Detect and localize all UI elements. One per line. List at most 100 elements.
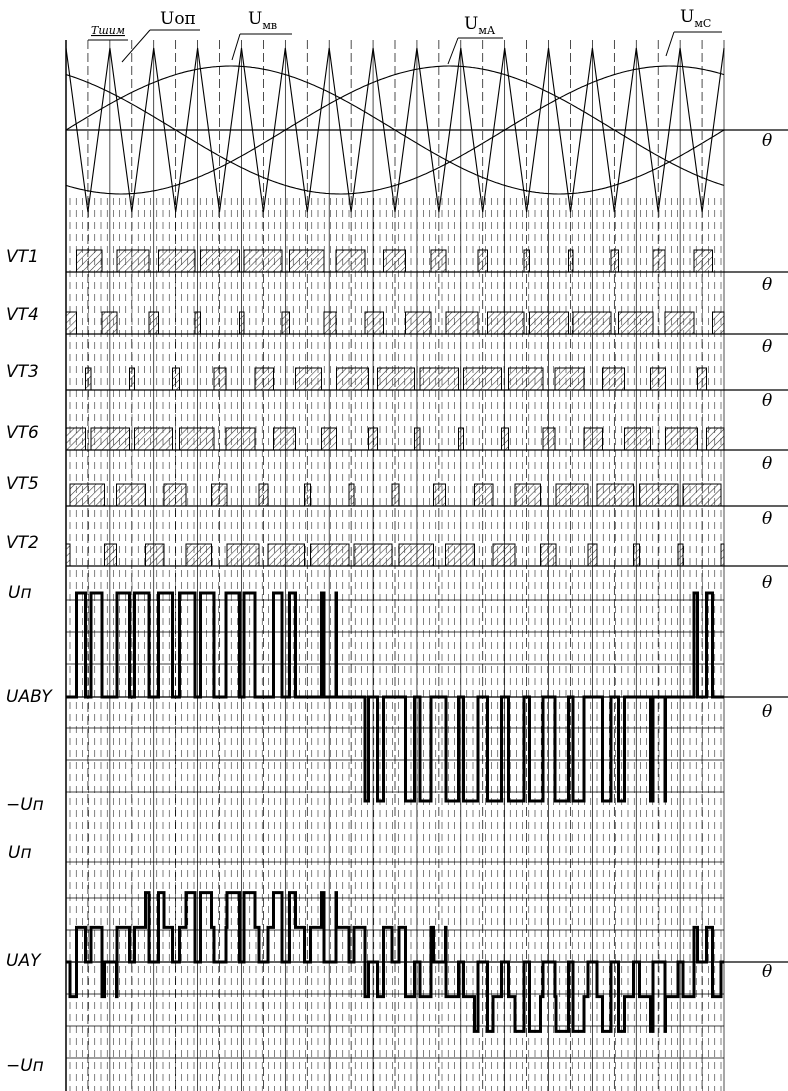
theta-label-1: θ [762, 131, 772, 151]
switch-pulse-rows [65, 249, 725, 567]
switch-pulse [555, 483, 589, 507]
switch-pulse [706, 427, 725, 451]
switch-pulse [492, 543, 516, 567]
theta-label-3: θ [762, 337, 772, 357]
switch-pulse [225, 427, 256, 451]
switch-pulse [254, 367, 274, 391]
vt5-label: VT5 [6, 474, 39, 494]
theta-label-9: θ [762, 962, 772, 982]
theta-label-2: θ [762, 275, 772, 295]
switch-pulse [697, 367, 707, 391]
uab-neg-label: −Uп [6, 795, 44, 815]
switch-pulse [445, 311, 479, 335]
switch-pulse [179, 427, 215, 451]
switch-pulse [213, 367, 227, 391]
switch-pulse [618, 311, 654, 335]
switch-pulse [542, 427, 556, 451]
switch-pulse [239, 311, 245, 335]
switch-pulse [101, 311, 118, 335]
top-annotations: Тшим Uоп Uмв UмА UмС [88, 7, 722, 65]
theta-label-4: θ [762, 391, 772, 411]
switch-pulse [65, 311, 77, 335]
switch-pulse [348, 483, 355, 507]
switch-pulse [211, 483, 228, 507]
switch-pulse [377, 367, 415, 391]
switch-pulse [364, 311, 384, 335]
switch-pulse [185, 543, 212, 567]
switch-pulse [414, 427, 421, 451]
ua-pos-label: Uп [8, 843, 32, 863]
theta-label-7: θ [762, 573, 772, 593]
switch-pulse [310, 543, 350, 567]
switch-pulse [336, 367, 369, 391]
switch-pulse [514, 483, 541, 507]
switch-pulse [596, 483, 634, 507]
switch-pulse [69, 483, 105, 507]
vt2-label: VT2 [6, 533, 39, 553]
switch-pulse [289, 249, 325, 273]
switch-pulse [677, 543, 684, 567]
switch-pulse [129, 367, 135, 391]
switch-pulse [650, 367, 666, 391]
switch-pulse [76, 249, 103, 273]
switch-pulse [383, 249, 406, 273]
switch-pulse [463, 367, 502, 391]
switch-pulse [304, 483, 311, 507]
switch-pulse [226, 543, 260, 567]
switch-pulse [295, 367, 322, 391]
switch-pulse [624, 427, 651, 451]
switch-pulse [602, 367, 625, 391]
mod-b-label: Uмв [248, 9, 277, 32]
switch-pulse [430, 249, 447, 273]
switch-pulse [712, 311, 725, 335]
switch-pulse [145, 543, 165, 567]
switch-pulse [116, 483, 146, 507]
switch-pulse [665, 427, 698, 451]
switch-pulse [508, 367, 544, 391]
switch-pulse [148, 311, 159, 335]
switch-pulse [474, 483, 494, 507]
switch-pulse [368, 427, 378, 451]
switch-pulse [639, 483, 679, 507]
switch-pulse [172, 367, 180, 391]
theta-label-6: θ [762, 509, 772, 529]
switch-pulse [267, 543, 305, 567]
switch-pulse [720, 543, 725, 567]
period-label: Тшим [91, 24, 125, 37]
switch-pulse [243, 249, 283, 273]
vt1-label: VT1 [6, 247, 39, 267]
switch-pulse [273, 427, 296, 451]
switch-pulse [458, 427, 464, 451]
uab-pos-label: Uп [8, 583, 32, 603]
theta-label-8: θ [762, 702, 772, 722]
switch-pulse [158, 249, 196, 273]
switch-pulse [477, 249, 488, 273]
ua-waveform [66, 891, 724, 1033]
row-labels: VT1 VT4 VT3 VT6 VT5 VT2 Uп UABY −Uп Uп U… [6, 247, 53, 1076]
sine-c [65, 65, 725, 195]
switch-pulse [693, 249, 713, 273]
switch-pulse [405, 311, 432, 335]
uab-name-label: UABY [6, 687, 53, 707]
line-voltage-waveform [66, 591, 724, 803]
switch-pulse [194, 311, 201, 335]
switch-pulse [501, 427, 509, 451]
switch-pulse [445, 543, 475, 567]
switch-pulse [163, 483, 187, 507]
switch-pulse [583, 427, 603, 451]
switch-pulse [353, 543, 393, 567]
switch-pulse [200, 249, 240, 273]
switch-pulse [281, 311, 290, 335]
carrier-triangle-wave [65, 47, 725, 213]
vt3-label: VT3 [6, 362, 39, 382]
carrier-label: Uоп [160, 9, 196, 29]
theta-labels: θ θ θ θ θ θ θ θ θ [762, 131, 772, 982]
sine-a [65, 65, 725, 195]
switch-pulse [433, 483, 446, 507]
switch-pulse [529, 311, 569, 335]
switch-pulse [540, 543, 557, 567]
switch-pulse [610, 249, 619, 273]
ua-name-label: UAY [6, 951, 42, 971]
switch-pulse [487, 311, 525, 335]
